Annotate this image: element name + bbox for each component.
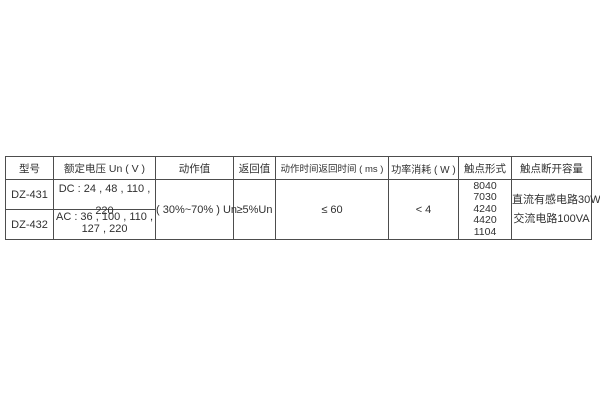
ac-voltage-line2: 127 , 220: [81, 223, 128, 235]
dc-voltage-line1: DC : 24 , 48 , 110 ,: [58, 183, 151, 195]
header-rated-voltage: 额定电压 Un ( V ): [53, 156, 156, 180]
power-consumption-cell: < 4: [388, 179, 459, 240]
header-action-return-time: 动作时间返回时间 ( ms ): [275, 156, 389, 180]
breaking-capacity-dc: 直流有感电路30W: [512, 193, 600, 206]
contact-form-code: 1104: [473, 225, 497, 238]
table-row-dz432: DZ-432 AC : 36 , 100 , 110 , 127 , 220: [5, 209, 592, 240]
header-model: 型号: [5, 156, 54, 180]
contact-form-code: 7030: [473, 191, 497, 204]
contact-form-code: 8040: [473, 179, 497, 192]
breaking-capacity-cell: 直流有感电路30W 交流电路100VA: [511, 179, 600, 240]
action-return-time-cell: ≤ 60: [275, 179, 389, 240]
contact-form-cell: 8040 7030 4240 4420 1104: [458, 179, 512, 240]
header-action-value: 动作值: [155, 156, 234, 180]
contact-form-code: 4420: [473, 214, 497, 227]
ac-voltage-cell: AC : 36 , 100 , 110 , 127 , 220: [53, 209, 156, 240]
relay-spec-table: 型号 额定电压 Un ( V ) 动作值 返回值 动作时间返回时间 ( ms )…: [5, 156, 600, 240]
header-contact-breaking-capacity: 触点断开容量: [511, 156, 592, 180]
model-cell-dz432: DZ-432: [5, 209, 54, 240]
dc-voltage-cell: DC : 24 , 48 , 110 , 220: [53, 179, 156, 217]
return-value-cell: ≥5%Un: [233, 179, 276, 240]
header-contact-form: 触点形式: [458, 156, 512, 180]
table-header-row: 型号 额定电压 Un ( V ) 动作值 返回值 动作时间返回时间 ( ms )…: [5, 156, 592, 180]
contact-form-code: 4240: [473, 202, 497, 215]
header-return-value: 返回值: [233, 156, 276, 180]
header-power-consumption: 功率消耗 ( W ): [388, 156, 459, 180]
dc-voltage-line2: 220: [95, 205, 114, 217]
table-row-dz431: DZ-431 DC : 24 , 48 , 110 , 220 ( 30%~70…: [5, 179, 600, 240]
action-value-cell: ( 30%~70% ) Un: [155, 179, 237, 240]
ac-voltage-line1: AC : 36 , 100 , 110 ,: [55, 211, 154, 223]
breaking-capacity-ac: 交流电路100VA: [513, 212, 590, 225]
model-cell-dz431: DZ-431: [5, 179, 54, 210]
